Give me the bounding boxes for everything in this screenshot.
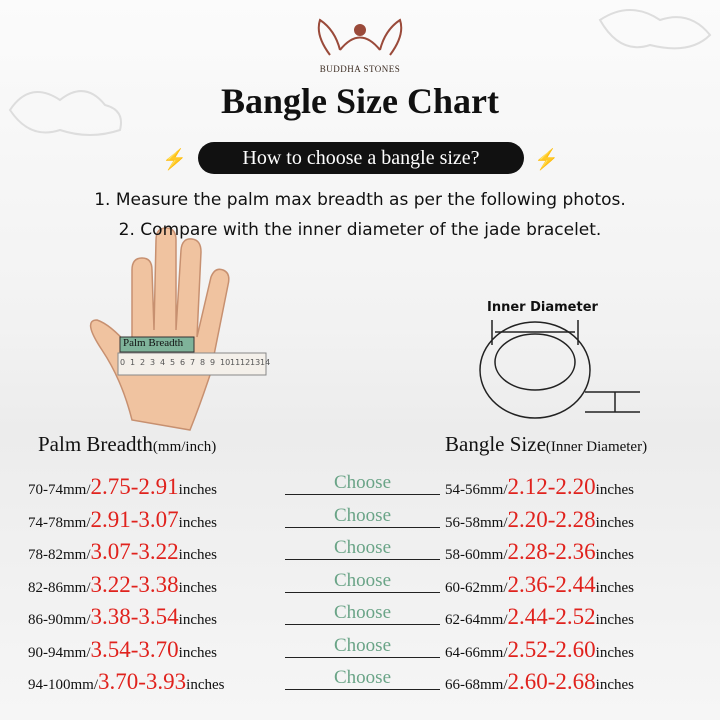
ruler-number: 6 [180, 358, 186, 367]
bangle-inch: 2.12-2.20 [507, 474, 596, 499]
ruler-number: 13 [250, 358, 261, 367]
palm-mm: 78-82mm/ [28, 547, 91, 563]
palm-inch: 2.75-2.91 [90, 474, 179, 499]
bangle-inch: 2.20-2.28 [507, 506, 596, 532]
bangle-inch: 2.52-2.60 [507, 636, 596, 662]
ruler-number: 7 [190, 358, 196, 367]
palm-unit: inches [178, 644, 217, 661]
bangle-mm: 64-66mm/ [445, 644, 508, 661]
bangle-unit: inches [595, 547, 634, 563]
palm-mm: 90-94mm/ [28, 644, 91, 661]
bangle-mm: 66-68mm/ [445, 677, 508, 693]
svg-text:⚡: ⚡ [534, 147, 559, 171]
bangle-mm: 56-58mm/ [445, 514, 508, 531]
bangle-cell: 56-58mm/2.20-2.28 inches [445, 507, 634, 537]
palm-cell: 74-78mm/2.91-3.07 inches [28, 507, 217, 537]
palm-unit: inches [178, 547, 217, 563]
palm-cell: 90-94mm/3.54-3.70 inches [28, 637, 217, 667]
header-main: Palm Breadth [38, 432, 153, 456]
bangle-cell: 58-60mm/2.28-2.36 inches [445, 539, 634, 569]
choose-link[interactable]: Choose [285, 472, 440, 495]
bangle-unit: inches [595, 644, 634, 661]
brand: BUDDHA STONES [319, 64, 401, 74]
palm-mm: 70-74mm/ [28, 482, 91, 498]
ruler-number: 11 [230, 358, 241, 367]
palm-inch: 3.54-3.70 [90, 636, 179, 662]
bangle-inch: 2.44-2.52 [507, 604, 596, 629]
palm-unit: inches [186, 677, 225, 693]
right-header: Bangle Size(Inner Diameter) [445, 432, 647, 457]
bangle-unit: inches [595, 482, 634, 498]
bangle-inch: 2.36-2.44 [507, 571, 596, 597]
bangle-cell: 64-66mm/2.52-2.60 inches [445, 637, 634, 667]
ruler-number: 1 [130, 358, 136, 367]
header-unit: (mm/inch) [152, 439, 217, 455]
palm-inch: 3.70-3.93 [98, 669, 187, 694]
palm-mm: 94-100mm/ [28, 677, 98, 693]
choose-link[interactable]: Choose [285, 570, 440, 593]
palm-mm: 82-86mm/ [28, 579, 91, 596]
step: 2. Compare with the inner diameter of th… [118, 220, 602, 240]
palm-cell: 70-74mm/2.75-2.91 inches [28, 474, 217, 504]
bangle-cell: 62-64mm/2.44-2.52 inches [445, 604, 634, 634]
svg-text:⚡: ⚡ [162, 147, 187, 171]
bangle-label: Inner Diameter [487, 300, 598, 315]
ruler-number: 0 [120, 358, 126, 367]
bangle-mm: 54-56mm/ [445, 482, 508, 498]
bangle-cell: 66-68mm/2.60-2.68 inches [445, 669, 634, 699]
ruler: 0 1 2 3 4 5 6 7 8 9 10 11 12 13 14 [118, 358, 270, 372]
bangle-mm: 58-60mm/ [445, 547, 508, 563]
palm-cell: 78-82mm/3.07-3.22 inches [28, 539, 217, 569]
choose-link[interactable]: Choose [285, 505, 440, 528]
bangle-inch: 2.28-2.36 [507, 539, 596, 564]
header-unit: (Inner Diameter) [545, 439, 648, 455]
choose-link[interactable]: Choose [285, 602, 440, 625]
ruler-number: 10 [220, 358, 231, 367]
bangle-cell: 54-56mm/2.12-2.20 inches [445, 474, 634, 504]
ruler-number: 14 [260, 358, 271, 367]
subtitle: How to choose a bangle size? [198, 142, 524, 174]
title: Bangle Size Chart [221, 81, 499, 121]
bangle-cell: 60-62mm/2.36-2.44 inches [445, 572, 634, 602]
bangle-mm: 60-62mm/ [445, 579, 508, 596]
ruler-number: 5 [170, 358, 176, 367]
palm-unit: inches [178, 612, 217, 628]
choose-link[interactable]: Choose [285, 635, 440, 658]
palm-cell: 94-100mm/3.70-3.93 inches [28, 669, 225, 699]
palm-unit: inches [178, 579, 217, 596]
ruler-number: 9 [210, 358, 216, 367]
ruler-number: 8 [200, 358, 206, 367]
bangle-unit: inches [595, 677, 634, 693]
header-main: Bangle Size [445, 432, 546, 456]
palm-label: Palm Breadth [123, 337, 184, 349]
ruler-number: 12 [240, 358, 251, 367]
ruler-number: 4 [160, 358, 166, 367]
left-header: Palm Breadth(mm/inch) [38, 432, 216, 457]
palm-unit: inches [178, 482, 217, 498]
bangle-unit: inches [595, 579, 634, 596]
ruler-number: 2 [140, 358, 146, 367]
step: 1. Measure the palm max breadth as per t… [94, 190, 626, 210]
palm-unit: inches [178, 514, 217, 531]
palm-inch: 3.38-3.54 [90, 604, 179, 629]
bangle-inch: 2.60-2.68 [507, 669, 596, 694]
palm-inch: 2.91-3.07 [90, 506, 179, 532]
bangle-unit: inches [595, 612, 634, 628]
palm-inch: 3.07-3.22 [90, 539, 179, 564]
choose-link[interactable]: Choose [285, 537, 440, 560]
palm-inch: 3.22-3.38 [90, 571, 179, 597]
palm-cell: 86-90mm/3.38-3.54 inches [28, 604, 217, 634]
palm-cell: 82-86mm/3.22-3.38 inches [28, 572, 217, 602]
choose-link[interactable]: Choose [285, 667, 440, 690]
bangle-unit: inches [595, 514, 634, 531]
palm-mm: 86-90mm/ [28, 612, 91, 628]
palm-mm: 74-78mm/ [28, 514, 91, 531]
bangle-mm: 62-64mm/ [445, 612, 508, 628]
ruler-number: 3 [150, 358, 156, 367]
